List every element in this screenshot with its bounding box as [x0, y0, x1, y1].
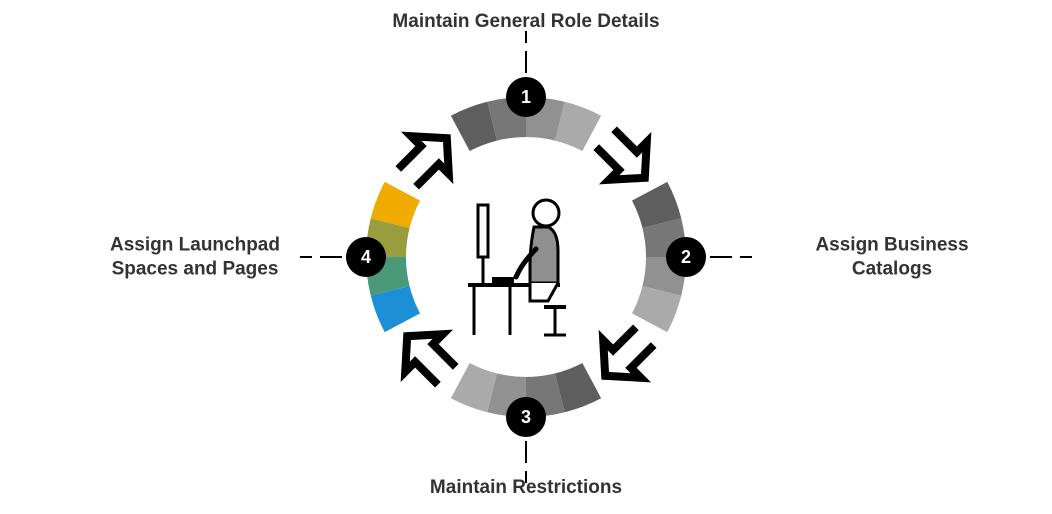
process-cycle-diagram: 1 2 3 4 — [296, 27, 756, 487]
step-badge-number: 2 — [681, 247, 691, 267]
cycle-arrow-icon — [586, 317, 663, 394]
diagram-container: Maintain General Role Details Assign Bus… — [0, 0, 1052, 514]
person-at-desk-icon — [468, 200, 566, 335]
step-badge-number: 1 — [521, 87, 531, 107]
cycle-arrow-icon — [388, 317, 465, 394]
step-badge-number: 3 — [521, 407, 531, 427]
cycle-arrow-icon — [388, 119, 465, 196]
step-label-2: Assign Business Catalogs — [802, 233, 982, 281]
step-label-4: Assign Launchpad Spaces and Pages — [90, 233, 300, 281]
cycle-arrow-icon — [586, 119, 663, 196]
step-badge-number: 4 — [361, 247, 371, 267]
